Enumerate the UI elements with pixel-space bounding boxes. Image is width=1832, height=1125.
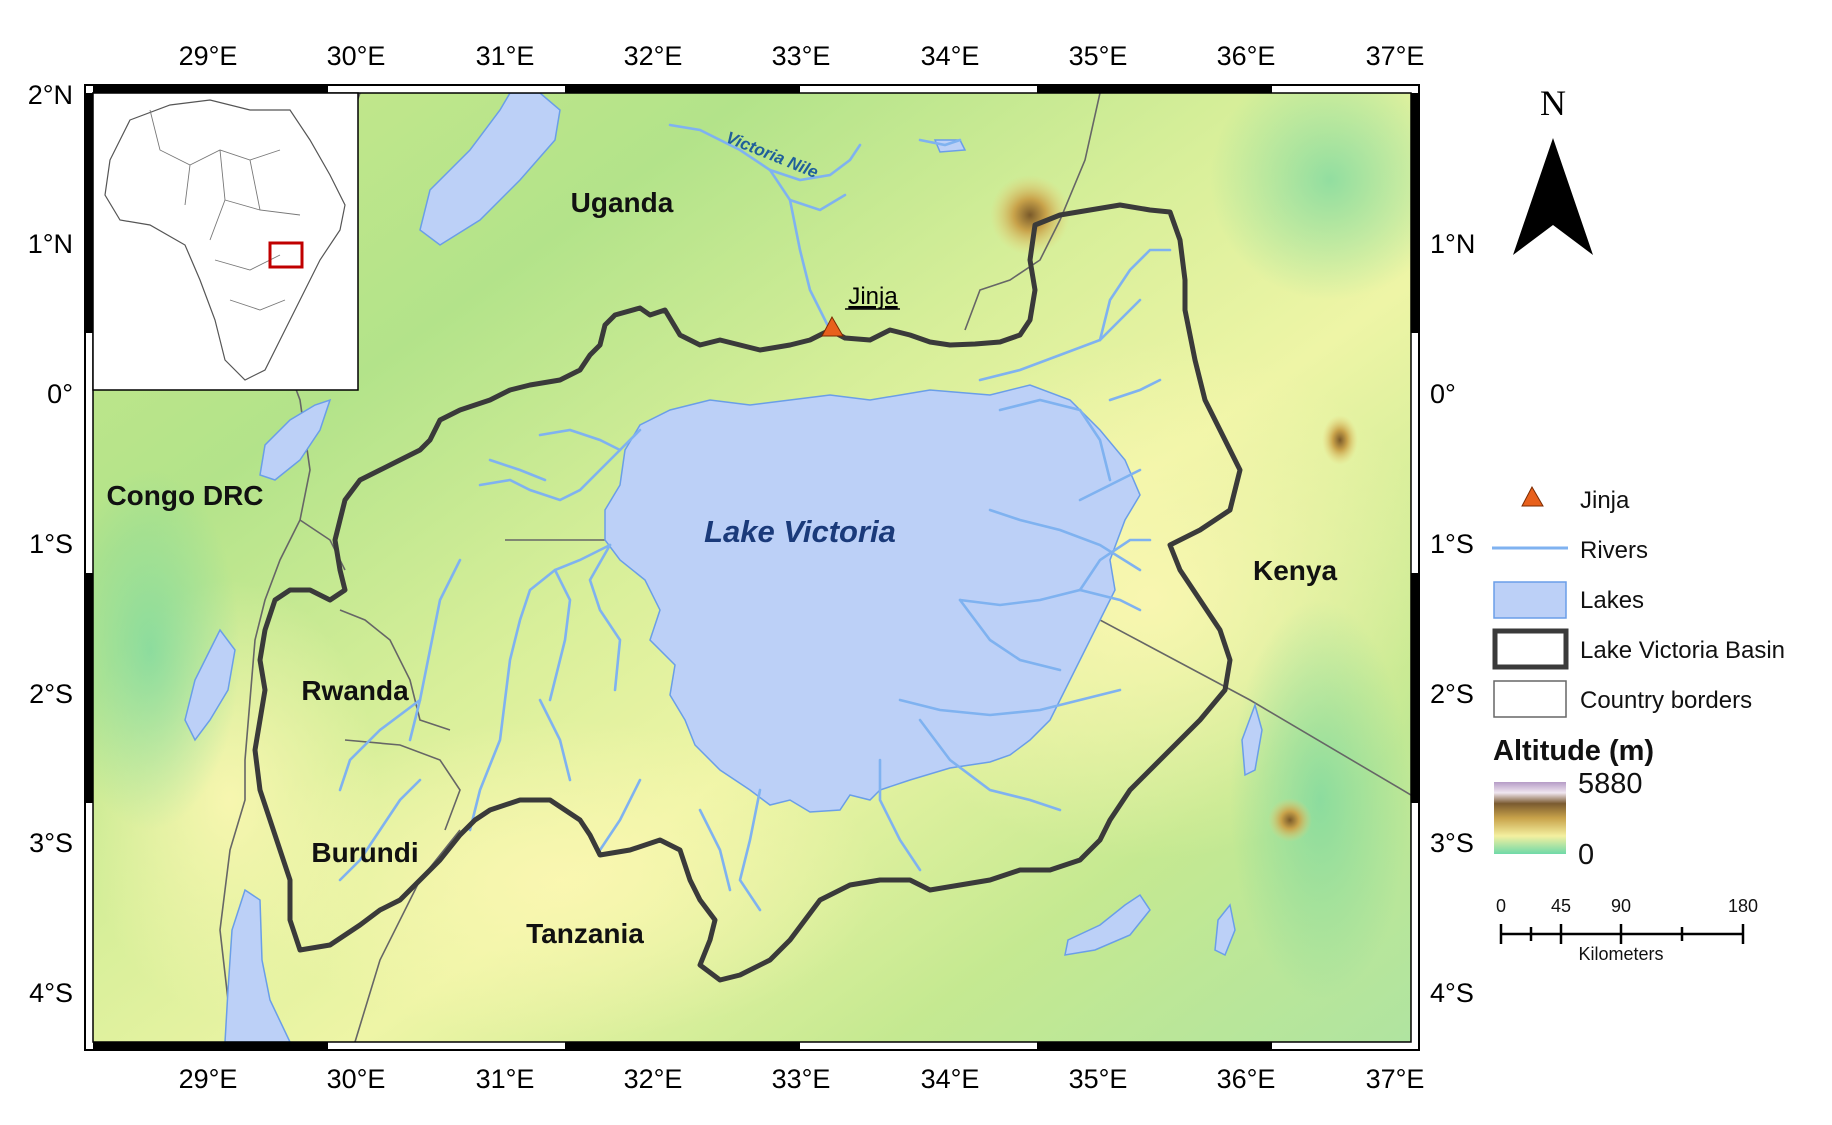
legend-label: Rivers	[1580, 537, 1648, 564]
scale-unit-label: Kilometers	[1578, 944, 1663, 964]
africa-inset-map	[92, 92, 359, 391]
lon-label-bottom: 35°E	[1069, 1064, 1128, 1094]
scale-tick-label: 45	[1551, 896, 1571, 916]
place-labels: Uganda Congo DRC Rwanda Burundi Tanzania…	[106, 128, 1337, 949]
lon-label-bottom: 32°E	[624, 1064, 683, 1094]
lat-label-left: 0°	[47, 379, 73, 409]
minor-lakes	[184, 93, 1263, 1042]
lon-label-top: 33°E	[772, 41, 831, 71]
lon-label-bottom: 31°E	[476, 1064, 535, 1094]
lake-victoria-label: Lake Victoria	[704, 514, 896, 549]
jinja-marker	[821, 315, 844, 337]
north-arrow: N	[1513, 83, 1593, 255]
legend-label: Lakes	[1580, 587, 1644, 614]
legend-lakes-symbol	[1493, 581, 1567, 619]
altitude-title: Altitude (m)	[1493, 735, 1654, 767]
lon-label-top: 37°E	[1366, 41, 1425, 71]
lon-label-bottom: 30°E	[327, 1064, 386, 1094]
scale-tick-label: 180	[1728, 896, 1758, 916]
lon-label-bottom: 29°E	[179, 1064, 238, 1094]
lat-label-right: 4°S	[1430, 978, 1474, 1008]
country-label-congo: Congo DRC	[106, 480, 263, 511]
altitude-max-label: 5880	[1578, 768, 1643, 800]
lon-label-bottom: 33°E	[772, 1064, 831, 1094]
country-label-rwanda: Rwanda	[301, 675, 409, 706]
lon-label-top: 31°E	[476, 41, 535, 71]
lat-label-left: 1°N	[28, 229, 73, 259]
legend-label: Jinja	[1580, 487, 1630, 514]
legend-jinja-symbol	[1521, 485, 1544, 507]
jinja-label: Jinja	[848, 283, 898, 310]
lon-label-top: 36°E	[1217, 41, 1276, 71]
lat-label-left: 3°S	[29, 828, 73, 858]
legend-label: Lake Victoria Basin	[1580, 637, 1785, 664]
altitude-min-label: 0	[1578, 839, 1594, 871]
scale-tick-label: 90	[1611, 896, 1631, 916]
lat-label-right: 0°	[1430, 379, 1456, 409]
scale-tick-label: 0	[1496, 896, 1506, 916]
lat-label-right: 1°N	[1430, 229, 1475, 259]
north-label: N	[1540, 83, 1566, 123]
country-label-burundi: Burundi	[311, 837, 418, 868]
lat-label-left: 2°N	[28, 80, 73, 110]
lon-label-bottom: 37°E	[1366, 1064, 1425, 1094]
legend: Jinja Rivers Lakes Lake Victoria Basin C…	[1492, 485, 1785, 871]
legend-label: Country borders	[1580, 687, 1752, 714]
country-label-kenya: Kenya	[1253, 555, 1337, 586]
lon-label-top: 35°E	[1069, 41, 1128, 71]
lake-victoria	[604, 384, 1141, 813]
inset-locator-box	[268, 241, 304, 269]
north-arrow-icon	[1513, 138, 1593, 255]
scale-bar: 0 45 90 180 Kilometers	[1496, 896, 1758, 964]
lon-label-top: 29°E	[179, 41, 238, 71]
lon-label-top: 34°E	[921, 41, 980, 71]
lon-label-bottom: 34°E	[921, 1064, 980, 1094]
lat-label-right: 3°S	[1430, 828, 1474, 858]
lat-label-left: 4°S	[29, 978, 73, 1008]
altitude-ramp	[1494, 782, 1566, 854]
lat-label-left: 1°S	[29, 529, 73, 559]
lake-victoria-basin-boundary	[252, 202, 1243, 983]
legend-borders-symbol	[1493, 680, 1567, 718]
lon-label-top: 32°E	[624, 41, 683, 71]
lon-label-bottom: 36°E	[1217, 1064, 1276, 1094]
lat-label-left: 2°S	[29, 679, 73, 709]
legend-basin-symbol	[1492, 628, 1569, 670]
lat-label-right: 2°S	[1430, 679, 1474, 709]
map-canvas	[93, 93, 1411, 1042]
country-label-uganda: Uganda	[571, 187, 674, 218]
lat-label-right: 1°S	[1430, 529, 1474, 559]
rivers	[338, 123, 1172, 912]
frame-ticks	[85, 85, 1419, 1050]
graticule-labels: 29°E 30°E 31°E 32°E 33°E 34°E 35°E 36°E …	[28, 41, 1476, 1094]
lon-label-top: 30°E	[327, 41, 386, 71]
country-label-tanzania: Tanzania	[526, 918, 644, 949]
